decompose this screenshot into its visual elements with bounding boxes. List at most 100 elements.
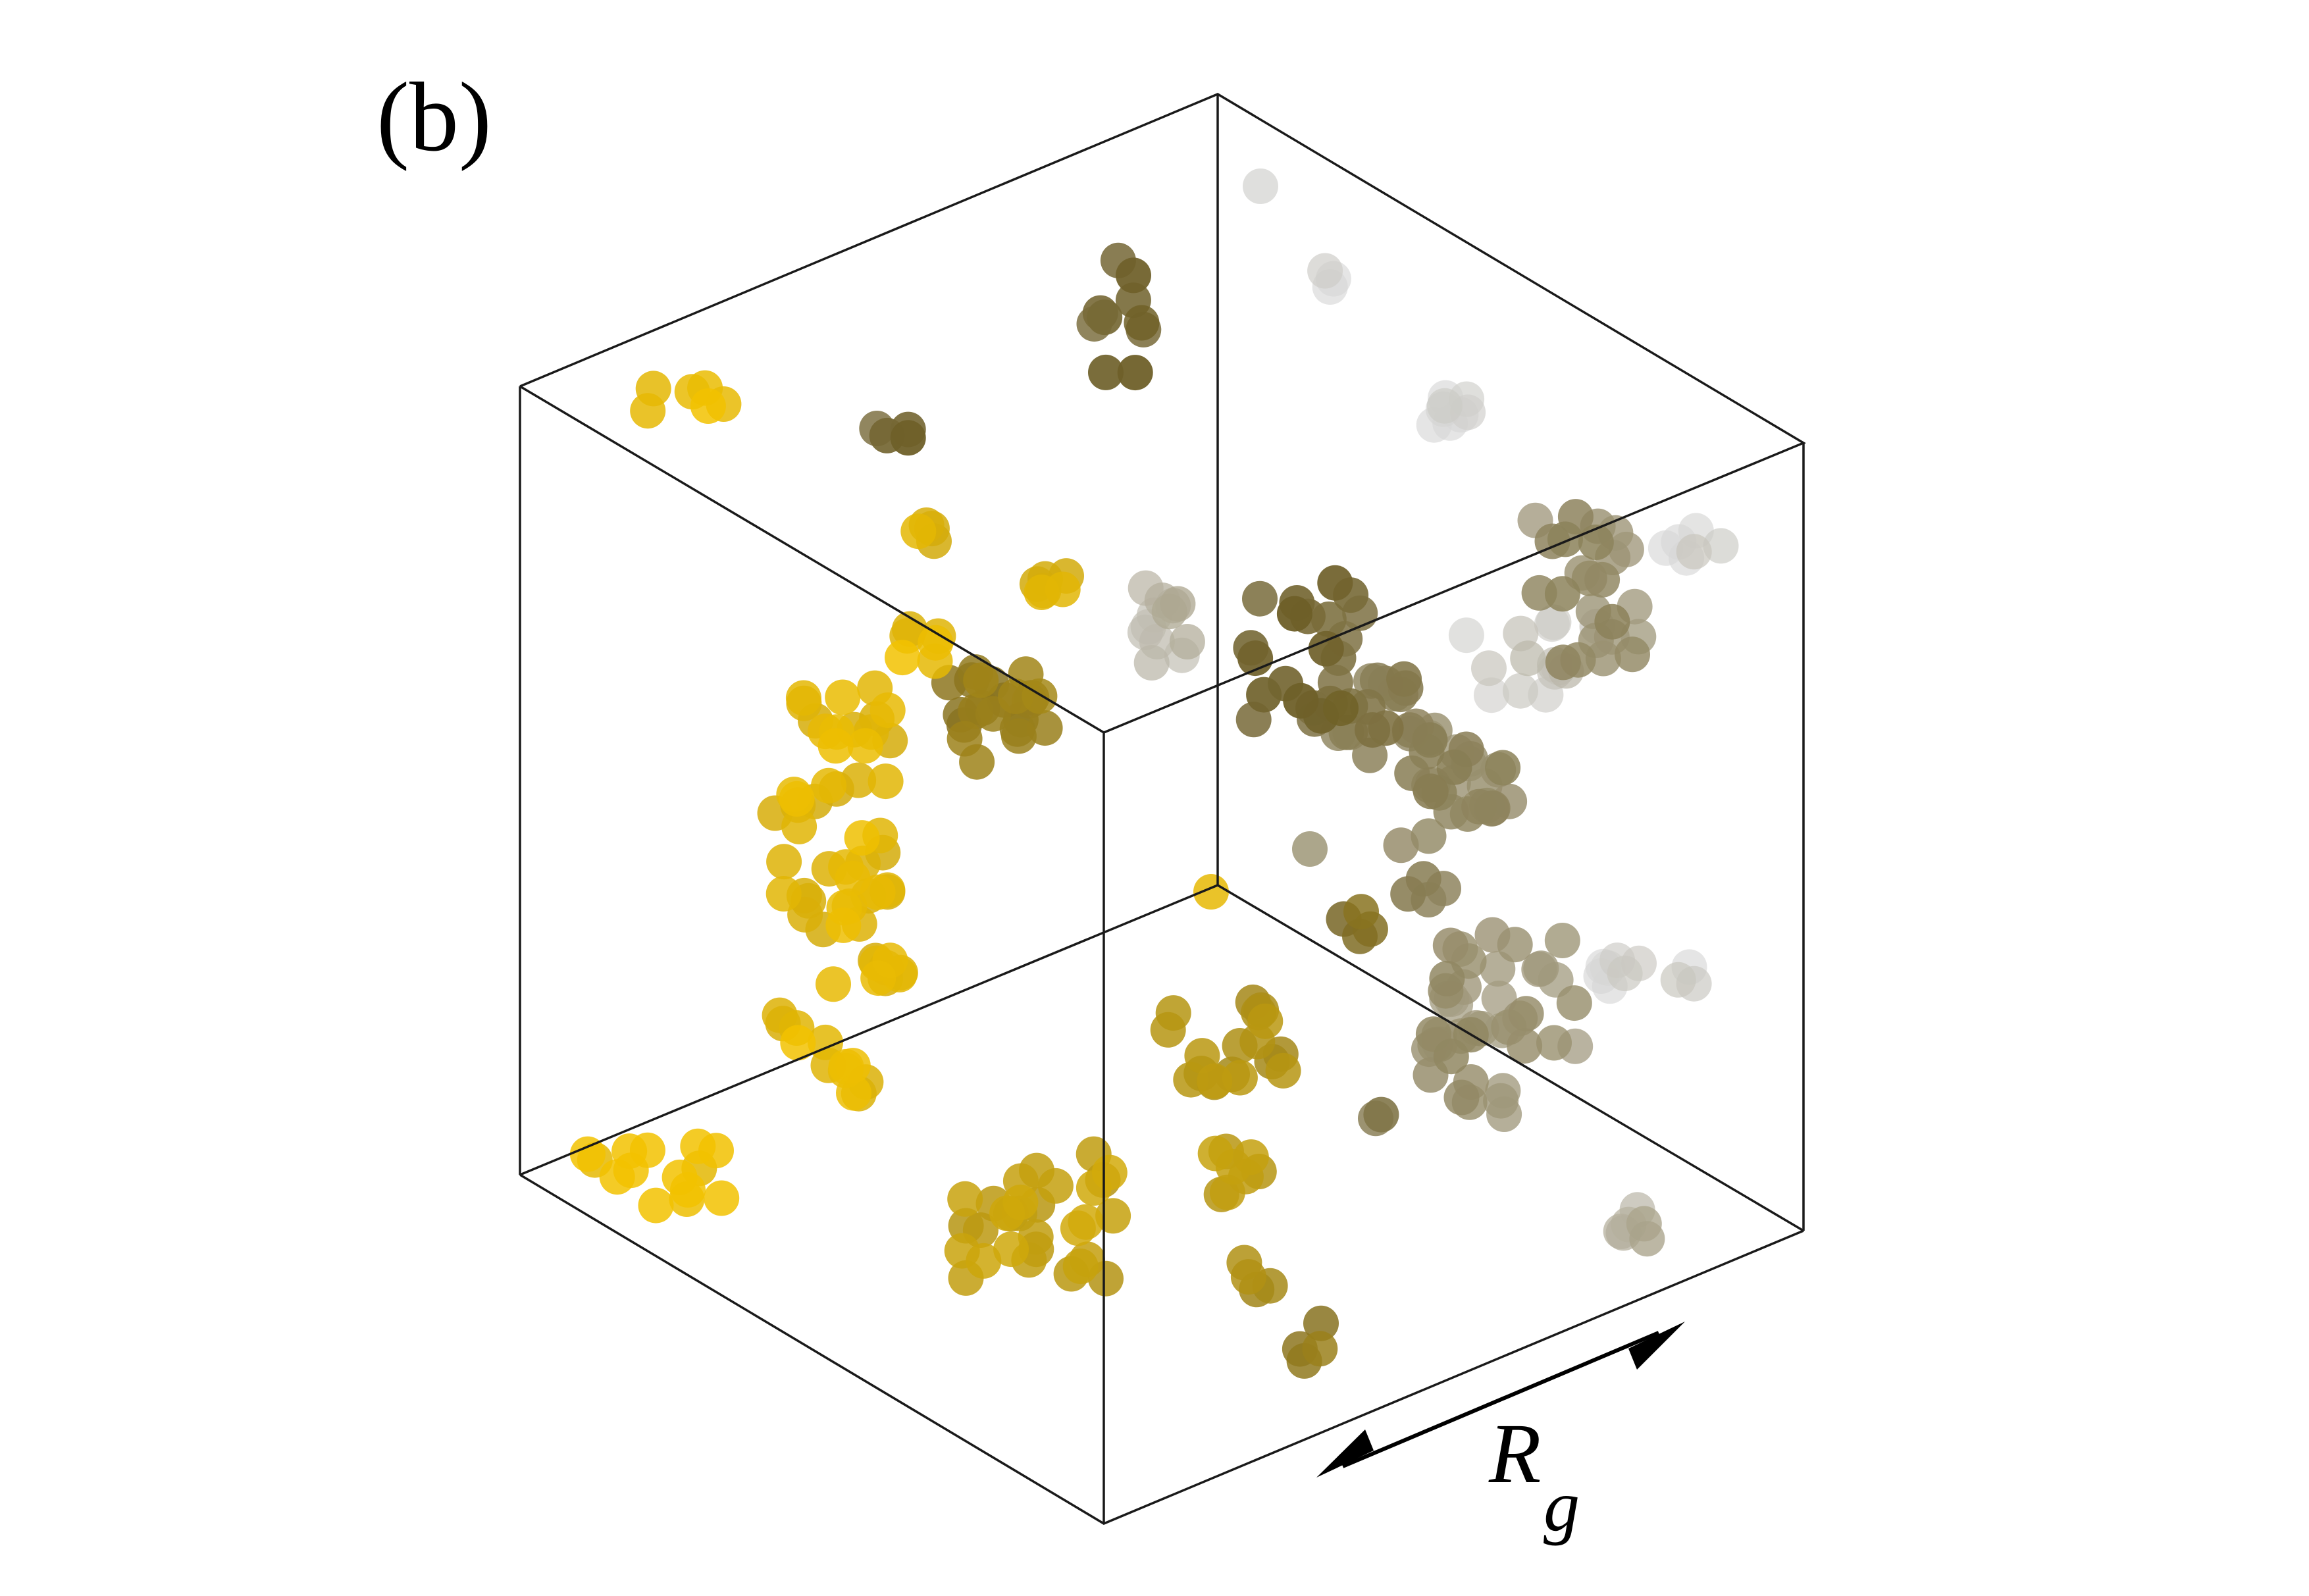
particle bbox=[781, 808, 817, 844]
particle bbox=[1243, 168, 1278, 204]
particle bbox=[1197, 1135, 1233, 1171]
particle bbox=[959, 744, 995, 780]
particle bbox=[1483, 1083, 1519, 1119]
particle bbox=[1000, 718, 1037, 754]
particle bbox=[1584, 561, 1621, 598]
particle bbox=[1443, 1079, 1480, 1116]
particle bbox=[1317, 565, 1353, 601]
particle bbox=[868, 763, 904, 800]
particle bbox=[1383, 827, 1419, 863]
particle bbox=[569, 1136, 606, 1172]
particle bbox=[638, 1187, 674, 1223]
particle bbox=[1436, 749, 1472, 785]
particle bbox=[947, 1181, 983, 1217]
particle bbox=[780, 1025, 816, 1061]
particle bbox=[1117, 355, 1153, 391]
rg-arrowhead-right-icon bbox=[1628, 1322, 1685, 1370]
particle bbox=[1242, 580, 1278, 617]
particle bbox=[1193, 874, 1229, 910]
box-bottom-back-edges bbox=[519, 884, 1804, 1232]
particle bbox=[1265, 1052, 1301, 1089]
particle bbox=[1676, 534, 1712, 570]
box-bottom-front-edges bbox=[519, 1173, 1804, 1525]
particle bbox=[704, 1180, 740, 1216]
particle bbox=[841, 762, 877, 798]
rg-arrow-shaft bbox=[1341, 1331, 1660, 1468]
particle bbox=[1508, 996, 1544, 1032]
particle bbox=[1507, 1028, 1543, 1064]
particle bbox=[1461, 788, 1497, 825]
particle bbox=[1363, 1096, 1399, 1133]
particle bbox=[1283, 682, 1319, 719]
particle bbox=[1703, 528, 1739, 564]
particle bbox=[766, 844, 802, 880]
particle bbox=[1088, 354, 1124, 390]
particle bbox=[825, 907, 862, 943]
particle bbox=[1523, 950, 1559, 987]
particle bbox=[890, 420, 926, 456]
particle bbox=[847, 728, 883, 764]
rg-arrowhead-left-icon bbox=[1316, 1429, 1374, 1478]
particle bbox=[1247, 1003, 1284, 1039]
particle bbox=[680, 1128, 716, 1164]
particle bbox=[963, 662, 999, 698]
particle bbox=[1160, 586, 1196, 622]
particle bbox=[1091, 1154, 1128, 1191]
particle bbox=[1292, 831, 1328, 867]
particle bbox=[630, 393, 666, 429]
particle bbox=[1390, 876, 1426, 912]
particle bbox=[1536, 604, 1572, 640]
particle bbox=[860, 960, 896, 996]
simulation-box bbox=[519, 93, 1806, 1525]
particle bbox=[1433, 1039, 1469, 1075]
particle bbox=[1545, 644, 1581, 681]
particle bbox=[993, 1231, 1029, 1268]
particle bbox=[1497, 927, 1533, 963]
particle bbox=[1230, 1259, 1266, 1295]
particle bbox=[1432, 927, 1468, 964]
particle bbox=[1544, 576, 1580, 612]
particle bbox=[1386, 661, 1422, 697]
particle bbox=[1448, 617, 1484, 654]
particle bbox=[1412, 722, 1448, 758]
particle bbox=[1503, 673, 1538, 709]
particle bbox=[785, 680, 821, 716]
particle bbox=[1323, 690, 1359, 727]
particle bbox=[1485, 750, 1521, 786]
particle bbox=[1068, 1204, 1104, 1240]
particle-cloud bbox=[569, 168, 1739, 1379]
particle bbox=[1276, 596, 1312, 632]
particle bbox=[1022, 678, 1058, 714]
rg-label: R bbox=[1488, 1406, 1541, 1501]
particle bbox=[662, 1159, 698, 1195]
particle bbox=[690, 388, 726, 424]
particle bbox=[836, 1075, 871, 1111]
particle bbox=[835, 860, 871, 896]
particle bbox=[835, 1048, 871, 1084]
particle bbox=[1307, 253, 1343, 289]
particle bbox=[885, 640, 920, 676]
particle bbox=[1197, 1063, 1233, 1099]
particle bbox=[1124, 305, 1160, 341]
particle bbox=[844, 820, 880, 856]
particle bbox=[1302, 1331, 1338, 1367]
particle bbox=[1547, 521, 1583, 557]
particle bbox=[1413, 773, 1449, 810]
particle bbox=[1544, 923, 1580, 958]
particle bbox=[1169, 624, 1205, 659]
particle bbox=[1308, 631, 1344, 667]
particle bbox=[1355, 712, 1391, 748]
particle bbox=[611, 1133, 648, 1170]
particle bbox=[1594, 604, 1630, 640]
particle bbox=[1343, 894, 1379, 930]
particle bbox=[1116, 257, 1151, 294]
particle bbox=[811, 767, 846, 804]
particle bbox=[1510, 640, 1546, 677]
particle bbox=[825, 679, 861, 715]
particle bbox=[918, 625, 954, 661]
rg-scale-arrow bbox=[1316, 1322, 1685, 1478]
particle bbox=[1536, 1025, 1572, 1061]
particle bbox=[1471, 650, 1507, 686]
particle bbox=[1303, 1305, 1339, 1341]
